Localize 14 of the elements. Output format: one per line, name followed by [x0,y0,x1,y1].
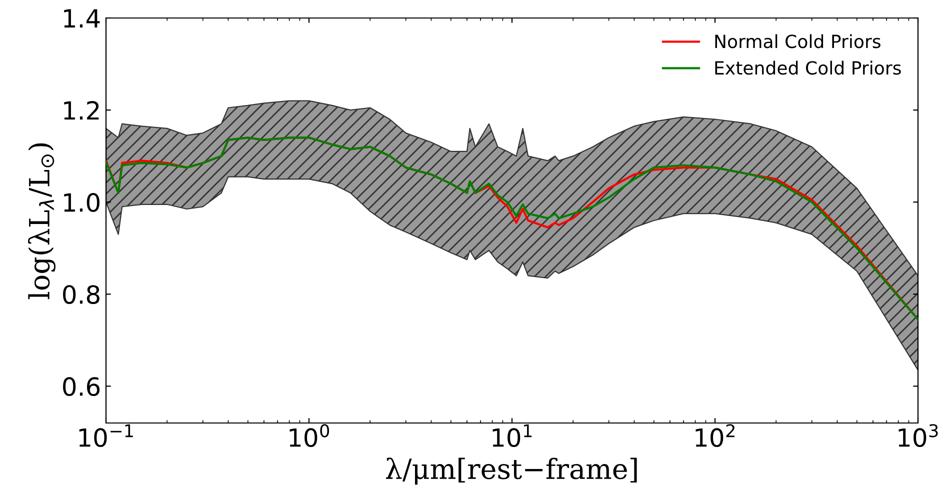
legend-label: Extended Cold Priors [715,60,901,75]
x-tick-label: 10$^{1}$ [492,424,532,448]
y-tick-label: 1.0 [64,193,100,212]
x-tick-label: 10$^{2}$ [696,424,734,448]
y-axis-title: log(λL$_{λ}$/L$_{⊙}$) [28,143,56,300]
x-tick-label: 10$^{0}$ [290,424,330,448]
y-tick-label: 0.6 [63,377,100,396]
x-tick-label: 10$^{3}$ [898,424,938,448]
x-axis-title: λ/μm[rest−frame] [386,458,637,485]
x-tick-label: 10$^{−1}$ [79,424,133,448]
legend-label: Normal Cold Priors [715,34,880,48]
y-tick-label: 1.2 [64,100,99,120]
y-tick-label: 1.4 [64,9,100,28]
y-tick-label: 0.8 [63,285,100,304]
